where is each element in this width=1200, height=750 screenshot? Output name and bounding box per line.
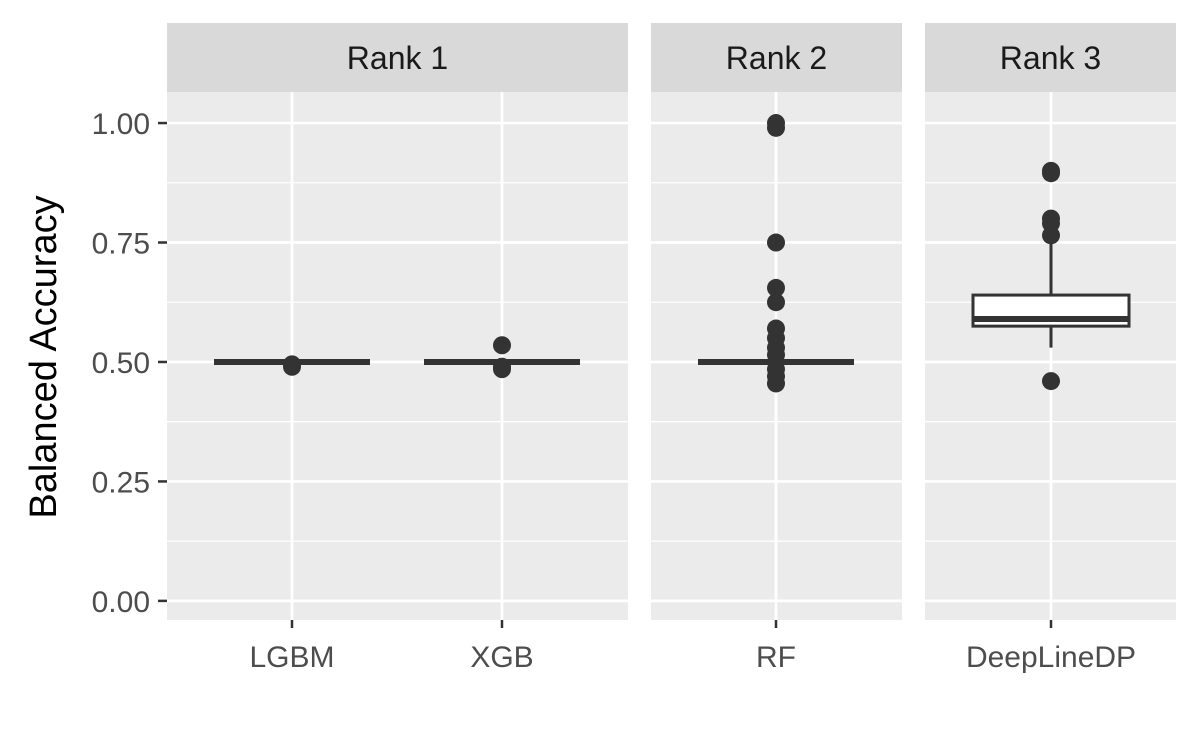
y-axis-title: Balanced Accuracy xyxy=(23,195,65,518)
facet-strip xyxy=(167,23,628,92)
facet-panel: Rank 1 LGBM XGB xyxy=(167,23,628,674)
facet-strip xyxy=(651,23,902,92)
y-tick-label: 0.75 xyxy=(92,228,150,261)
outlier-point xyxy=(1042,372,1060,391)
facet-strip-label: Rank 2 xyxy=(726,40,827,76)
facet-strip xyxy=(925,23,1176,92)
outlier-point xyxy=(767,118,785,137)
y-tick-label: 0.00 xyxy=(92,586,150,619)
outlier-point xyxy=(493,336,511,355)
y-tick-label: 0.50 xyxy=(92,347,150,380)
outlier-point xyxy=(767,293,785,312)
facet-strip-label: Rank 3 xyxy=(1000,40,1101,76)
facet-panel: Rank 2 RF xyxy=(651,23,902,674)
outlier-point xyxy=(767,345,785,364)
x-tick-label: DeepLineDP xyxy=(966,641,1136,674)
outlier-point xyxy=(767,374,785,393)
box-lgbm xyxy=(214,355,370,376)
box-rf xyxy=(698,114,854,393)
x-tick-label: LGBM xyxy=(249,641,334,674)
y-tick-label: 1.00 xyxy=(92,108,150,141)
box-deeplinedp xyxy=(971,161,1131,391)
facet-panels: Rank 1 LGBM XGB Rank 2 RF Rank 3 DeepLineDP xyxy=(167,23,1176,674)
outlier-point xyxy=(767,233,785,252)
facet-panel: Rank 3 DeepLineDP xyxy=(925,23,1176,674)
y-axis: 0.00 0.25 0.50 0.75 1.00 xyxy=(92,108,167,619)
outlier-point xyxy=(1042,164,1060,183)
panel-background xyxy=(167,92,628,620)
box-xgb xyxy=(424,336,580,379)
outlier-point xyxy=(767,278,785,297)
y-tick-label: 0.25 xyxy=(92,466,150,499)
facet-strip-label: Rank 1 xyxy=(347,40,448,76)
outlier-point xyxy=(1042,226,1060,245)
x-tick-label: XGB xyxy=(470,641,533,674)
x-tick-label: RF xyxy=(756,641,796,674)
outlier-point xyxy=(493,360,511,379)
outlier-point xyxy=(283,355,301,374)
